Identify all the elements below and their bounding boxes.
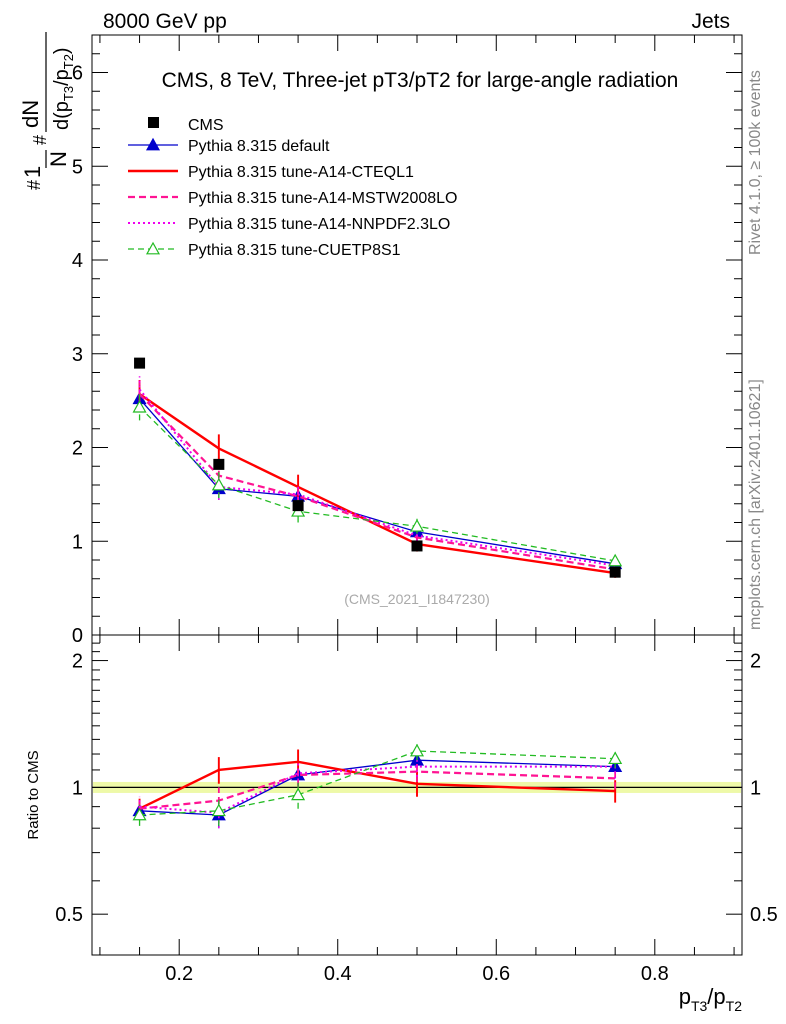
series-5-main-marker	[211, 477, 226, 491]
y-tick-label: 1	[72, 531, 83, 553]
cms-data-points	[134, 357, 621, 578]
legend-label-cms: CMS	[188, 117, 224, 134]
series-1-legend-label: Pythia 8.315 default	[188, 138, 330, 155]
series-5-main-marker	[409, 519, 425, 532]
header-right: Jets	[691, 10, 730, 33]
mcplots-reference-text: mcplots.cern.ch [arXiv:2401.10621]	[747, 379, 764, 630]
ratio-tick-label-left: 0.5	[55, 904, 83, 926]
ratio-tick-label-right: 2	[750, 651, 761, 673]
series-3-legend-label: Pythia 8.315 tune-A14-MSTW2008LO	[188, 190, 457, 207]
ratio-series-group	[132, 742, 623, 829]
series-5-ratio-marker	[211, 803, 226, 817]
series-5-main-marker	[608, 553, 623, 567]
x-axis-label: pT3/pT2	[679, 984, 743, 1014]
main-axis-ticks: 0 1 2 3 4 5 6	[72, 35, 742, 647]
y-axis-label-n: N	[46, 151, 71, 167]
series-5-ratio-marker	[291, 787, 306, 801]
x-tick-label: 0.8	[641, 963, 669, 985]
y-tick-label: 2	[72, 438, 83, 460]
ratio-axis-ticks: 0.2 0.4 0.6 0.8 0.5 0.5 1 1 2 2	[55, 634, 778, 985]
ratio-tick-label-left: 2	[72, 651, 83, 673]
series-3-ratio-line	[139, 770, 616, 810]
y-tick-label: 0	[72, 625, 83, 647]
rivet-version-text: Rivet 4.1.0, ≥ 100k events	[747, 70, 764, 255]
series-5-legend-label: Pythia 8.315 tune-CUETP8S1	[188, 242, 401, 259]
ratio-tick-label-right: 1	[750, 777, 761, 799]
legend: CMS Pythia 8.315 default Pythia 8.315 tun…	[128, 117, 457, 259]
y-axis-label-text: #1	[20, 166, 45, 190]
series-4-main-line	[138, 388, 616, 567]
y-axis-label: #1 N # dN d(pT3/pT2)	[18, 32, 76, 190]
y-tick-label: 3	[72, 344, 83, 366]
y-axis-label-denominator: d(pT3/pT2)	[51, 47, 76, 130]
series-4-legend-label: Pythia 8.315 tune-A14-NNPDF2.3LO	[188, 216, 450, 233]
x-tick-label: 0.6	[482, 963, 510, 985]
y-axis-label-hash: #	[30, 135, 50, 145]
ratio-tick-label-right: 0.5	[750, 904, 778, 926]
analysis-watermark: (CMS_2021_I1847230)	[344, 591, 490, 607]
legend-marker-cms	[148, 117, 159, 128]
chart-title: CMS, 8 TeV, Three-jet pT3/pT2 for large-…	[162, 69, 679, 92]
y-tick-label: 6	[72, 63, 83, 85]
ratio-y-label: Ratio to CMS	[25, 750, 42, 839]
x-tick-label: 0.2	[165, 963, 193, 985]
series-2-legend-label: Pythia 8.315 tune-A14-CTEQL1	[188, 164, 414, 181]
y-tick-label: 5	[72, 156, 83, 178]
series-3-main-line	[138, 393, 616, 571]
series-5-legend-marker	[145, 241, 161, 255]
series-5-main-marker	[132, 399, 147, 413]
series-5-ratio-marker	[608, 751, 623, 765]
header-left: 8000 GeV pp	[103, 10, 227, 33]
ratio-tick-label-left: 1	[72, 777, 83, 799]
x-tick-label: 0.4	[324, 963, 352, 985]
y-tick-label: 4	[72, 250, 83, 272]
series-1-legend-marker	[145, 137, 161, 151]
main-series-group	[132, 376, 623, 578]
series-5-ratio-marker	[409, 743, 425, 757]
y-axis-label-dn: dN	[18, 100, 43, 128]
series-5-ratio-marker	[132, 807, 147, 821]
